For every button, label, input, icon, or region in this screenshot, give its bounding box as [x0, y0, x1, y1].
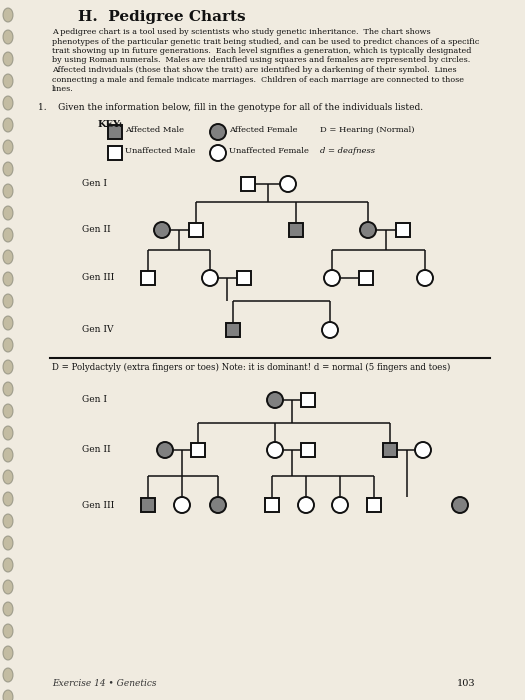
- Ellipse shape: [3, 470, 13, 484]
- Text: KEY:: KEY:: [98, 120, 123, 129]
- Circle shape: [210, 145, 226, 161]
- Ellipse shape: [3, 602, 13, 616]
- Ellipse shape: [3, 30, 13, 44]
- Bar: [226, 323, 240, 337]
- Ellipse shape: [3, 228, 13, 242]
- Circle shape: [332, 497, 348, 513]
- Text: Affected Male: Affected Male: [125, 126, 184, 134]
- Text: lines.: lines.: [52, 85, 74, 93]
- Bar: [301, 443, 315, 457]
- Text: Gen II: Gen II: [82, 225, 111, 234]
- Ellipse shape: [3, 690, 13, 700]
- Circle shape: [154, 222, 170, 238]
- Bar: [237, 271, 251, 285]
- Bar: [265, 498, 279, 512]
- Bar: [141, 498, 155, 512]
- Text: D = Hearing (Normal): D = Hearing (Normal): [320, 126, 415, 134]
- Text: Gen I: Gen I: [82, 179, 107, 188]
- Ellipse shape: [3, 52, 13, 66]
- Text: Gen III: Gen III: [82, 500, 114, 510]
- Ellipse shape: [3, 382, 13, 396]
- Circle shape: [267, 392, 283, 408]
- Circle shape: [298, 497, 314, 513]
- Ellipse shape: [3, 250, 13, 264]
- Ellipse shape: [3, 624, 13, 638]
- Bar: [141, 271, 155, 285]
- Bar: [108, 146, 122, 160]
- Circle shape: [202, 270, 218, 286]
- Circle shape: [267, 442, 283, 458]
- Ellipse shape: [3, 668, 13, 682]
- Circle shape: [360, 222, 376, 238]
- Text: Gen IV: Gen IV: [82, 326, 113, 335]
- Ellipse shape: [3, 162, 13, 176]
- Text: Gen I: Gen I: [82, 395, 107, 405]
- Bar: [367, 498, 381, 512]
- Ellipse shape: [3, 404, 13, 418]
- Ellipse shape: [3, 448, 13, 462]
- Circle shape: [322, 322, 338, 338]
- Ellipse shape: [3, 338, 13, 352]
- Circle shape: [210, 124, 226, 140]
- Text: Exercise 14 • Genetics: Exercise 14 • Genetics: [52, 679, 156, 688]
- Ellipse shape: [3, 514, 13, 528]
- Circle shape: [417, 270, 433, 286]
- Ellipse shape: [3, 74, 13, 88]
- Ellipse shape: [3, 316, 13, 330]
- Ellipse shape: [3, 580, 13, 594]
- Text: by using Roman numerals.  Males are identified using squares and females are rep: by using Roman numerals. Males are ident…: [52, 57, 470, 64]
- Text: Unaffected Female: Unaffected Female: [229, 147, 309, 155]
- Text: 103: 103: [456, 679, 475, 688]
- Circle shape: [415, 442, 431, 458]
- Ellipse shape: [3, 294, 13, 308]
- Bar: [189, 223, 203, 237]
- Text: 1.    Given the information below, fill in the genotype for all of the individua: 1. Given the information below, fill in …: [38, 103, 423, 112]
- Text: d = deafness: d = deafness: [320, 147, 375, 155]
- Bar: [241, 177, 255, 191]
- Text: Gen II: Gen II: [82, 445, 111, 454]
- Circle shape: [157, 442, 173, 458]
- Ellipse shape: [3, 8, 13, 22]
- Bar: [108, 125, 122, 139]
- Text: Gen III: Gen III: [82, 274, 114, 283]
- Bar: [383, 443, 397, 457]
- Ellipse shape: [3, 558, 13, 572]
- Circle shape: [280, 176, 296, 192]
- Bar: [289, 223, 303, 237]
- Ellipse shape: [3, 360, 13, 374]
- Text: A pedigree chart is a tool used by scientists who study genetic inheritance.  Th: A pedigree chart is a tool used by scien…: [52, 28, 430, 36]
- Text: D = Polydactyly (extra fingers or toes) Note: it is dominant! d = normal (5 fing: D = Polydactyly (extra fingers or toes) …: [52, 363, 450, 372]
- Bar: [359, 271, 373, 285]
- Text: trait showing up in future generations.  Each level signifies a generation, whic: trait showing up in future generations. …: [52, 47, 471, 55]
- Bar: [396, 223, 410, 237]
- Text: Affected Female: Affected Female: [229, 126, 298, 134]
- Ellipse shape: [3, 140, 13, 154]
- Ellipse shape: [3, 184, 13, 198]
- Text: H.  Pedigree Charts: H. Pedigree Charts: [78, 10, 246, 24]
- Text: connecting a male and female indicate marriages.  Children of each marriage are : connecting a male and female indicate ma…: [52, 76, 464, 83]
- Circle shape: [324, 270, 340, 286]
- Text: Affected individuals (those that show the trait) are identified by a darkening o: Affected individuals (those that show th…: [52, 66, 457, 74]
- Ellipse shape: [3, 536, 13, 550]
- Ellipse shape: [3, 272, 13, 286]
- Ellipse shape: [3, 492, 13, 506]
- Ellipse shape: [3, 206, 13, 220]
- Circle shape: [452, 497, 468, 513]
- Text: Unaffected Male: Unaffected Male: [125, 147, 195, 155]
- Bar: [191, 443, 205, 457]
- Ellipse shape: [3, 118, 13, 132]
- Ellipse shape: [3, 646, 13, 660]
- Circle shape: [174, 497, 190, 513]
- Circle shape: [210, 497, 226, 513]
- Text: phenotypes of the particular genetic trait being studied, and can be used to pre: phenotypes of the particular genetic tra…: [52, 38, 479, 46]
- Ellipse shape: [3, 96, 13, 110]
- Ellipse shape: [3, 426, 13, 440]
- Bar: [301, 393, 315, 407]
